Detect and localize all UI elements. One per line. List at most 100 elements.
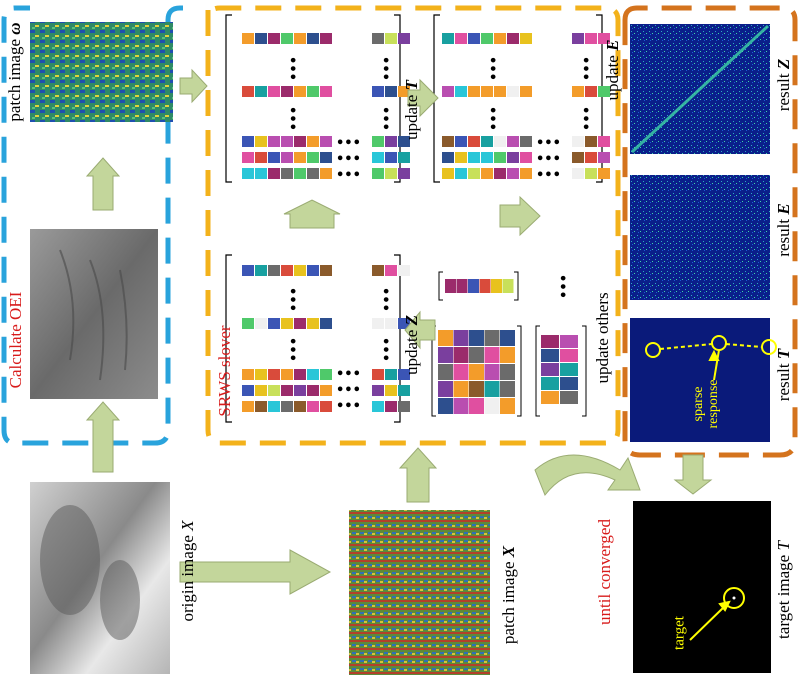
others-grid-cell	[500, 364, 515, 380]
patch-image-omega	[30, 22, 173, 122]
others-grid-cell	[484, 364, 500, 380]
matrix-t-cell	[255, 33, 267, 44]
others-small-cell	[560, 363, 578, 376]
matrix-z-cell	[385, 318, 397, 329]
arrow-results-to-target	[673, 454, 713, 495]
matrix-z-cell	[294, 265, 306, 276]
matrix-z-cell	[242, 369, 254, 380]
vertical-ellipsis: •••	[576, 106, 592, 131]
matrix-z-cell	[294, 369, 306, 380]
matrix-e-cell	[468, 33, 480, 44]
matrix-z-cell	[320, 385, 332, 396]
others-grid-cell	[438, 364, 453, 380]
results-group-border	[622, 5, 798, 458]
label-srws-solver: SRWS slover	[215, 325, 234, 417]
vertical-ellipsis: •••	[283, 56, 299, 81]
vertical-ellipsis: •••	[283, 337, 299, 362]
matrix-t-cell	[398, 86, 410, 97]
matrix-z-cell	[307, 369, 319, 380]
patch-image-x	[349, 510, 490, 675]
arrow-origin-to-patchx	[179, 549, 332, 595]
others-grid-cell	[500, 398, 515, 414]
matrix-t-cell	[242, 136, 254, 147]
matrix-e-cell	[494, 168, 506, 179]
matrix-z-cell	[268, 265, 280, 276]
arrow-others-to-z	[404, 310, 436, 350]
label-update-others: update others	[593, 292, 612, 384]
matrix-t-cell	[372, 86, 384, 97]
oei-group-border	[1, 5, 183, 446]
matrix-t-cell	[385, 86, 397, 97]
matrix-t-cell	[242, 168, 254, 179]
horizontal-ellipsis: •••	[336, 399, 361, 414]
matrix-t	[225, 14, 410, 183]
matrix-z-cell	[385, 401, 397, 412]
matrix-z-cell	[372, 369, 384, 380]
result-z-diagonal	[630, 24, 770, 154]
label-patch-image-omega: patch image ω	[5, 22, 24, 122]
label-result-z: result Z	[774, 58, 793, 112]
matrix-z-cell	[242, 318, 254, 329]
others-vector-cell	[456, 279, 468, 293]
others-grid-cell	[500, 330, 515, 346]
matrix-t-cell	[307, 168, 319, 179]
result-t-image	[630, 318, 770, 442]
matrix-e-cell	[481, 33, 493, 44]
matrix-e-cell	[598, 136, 610, 147]
horizontal-ellipsis: •••	[336, 136, 361, 151]
matrix-t-cell	[255, 152, 267, 163]
matrix-e-cell	[481, 168, 493, 179]
matrix-e-cell	[598, 33, 610, 44]
matrix-t-cell	[268, 86, 280, 97]
others-grid-cell	[469, 347, 484, 363]
matrix-z-cell	[320, 318, 332, 329]
matrix-z-cell	[385, 385, 397, 396]
horizontal-ellipsis: •••	[336, 367, 361, 382]
sparse-markers	[645, 335, 777, 381]
matrix-t-cell	[268, 168, 280, 179]
label-update-z: update Z	[402, 315, 421, 375]
label-sparse-response: sparse response	[691, 379, 721, 429]
matrix-z-cell	[255, 369, 267, 380]
matrix-t-cell	[268, 33, 280, 44]
matrix-t-cell	[307, 33, 319, 44]
matrix-t-cell	[372, 152, 384, 163]
label-result-e: result E	[774, 203, 793, 257]
vertical-ellipsis: •••	[376, 287, 392, 312]
matrix-e-cell	[585, 33, 597, 44]
matrix-e-cell	[481, 86, 493, 97]
matrix-t-cell	[307, 152, 319, 163]
label-origin-image: origin image X	[178, 520, 197, 622]
others-grid-cell	[438, 398, 453, 414]
matrix-t-cell	[398, 152, 410, 163]
others-grid-cell	[500, 347, 515, 363]
matrix-t-cell	[242, 152, 254, 163]
matrix-t-cell	[268, 136, 280, 147]
others-grid-cell	[469, 381, 484, 397]
vertical-ellipsis: •••	[376, 106, 392, 131]
matrix-e-cell	[585, 136, 597, 147]
matrix-z-cell	[255, 318, 267, 329]
matrix-z-cell	[398, 265, 410, 276]
others-grid-cell	[453, 347, 469, 363]
label-until-converged: until converged	[595, 519, 614, 625]
matrix-e-cell	[442, 86, 454, 97]
matrix-e-cell	[585, 152, 597, 163]
matrix-z-cell	[255, 265, 267, 276]
others-grid-cell	[500, 381, 515, 397]
others-grid-cell	[484, 398, 500, 414]
matrix-z-cell	[307, 385, 319, 396]
horizontal-ellipsis: •••	[536, 136, 561, 151]
matrix-z-cell	[255, 401, 267, 412]
others-small-grid	[535, 325, 587, 417]
matrix-e-cell	[598, 152, 610, 163]
matrix-t-cell	[372, 168, 384, 179]
others-grid-cell	[484, 347, 500, 363]
matrix-e-cell	[455, 168, 467, 179]
matrix-e-cell	[598, 168, 610, 179]
matrix-t-cell	[294, 152, 306, 163]
oei-image	[30, 229, 158, 399]
matrix-z-cell	[372, 385, 384, 396]
matrix-e-cell	[494, 86, 506, 97]
matrix-e-cell	[442, 168, 454, 179]
